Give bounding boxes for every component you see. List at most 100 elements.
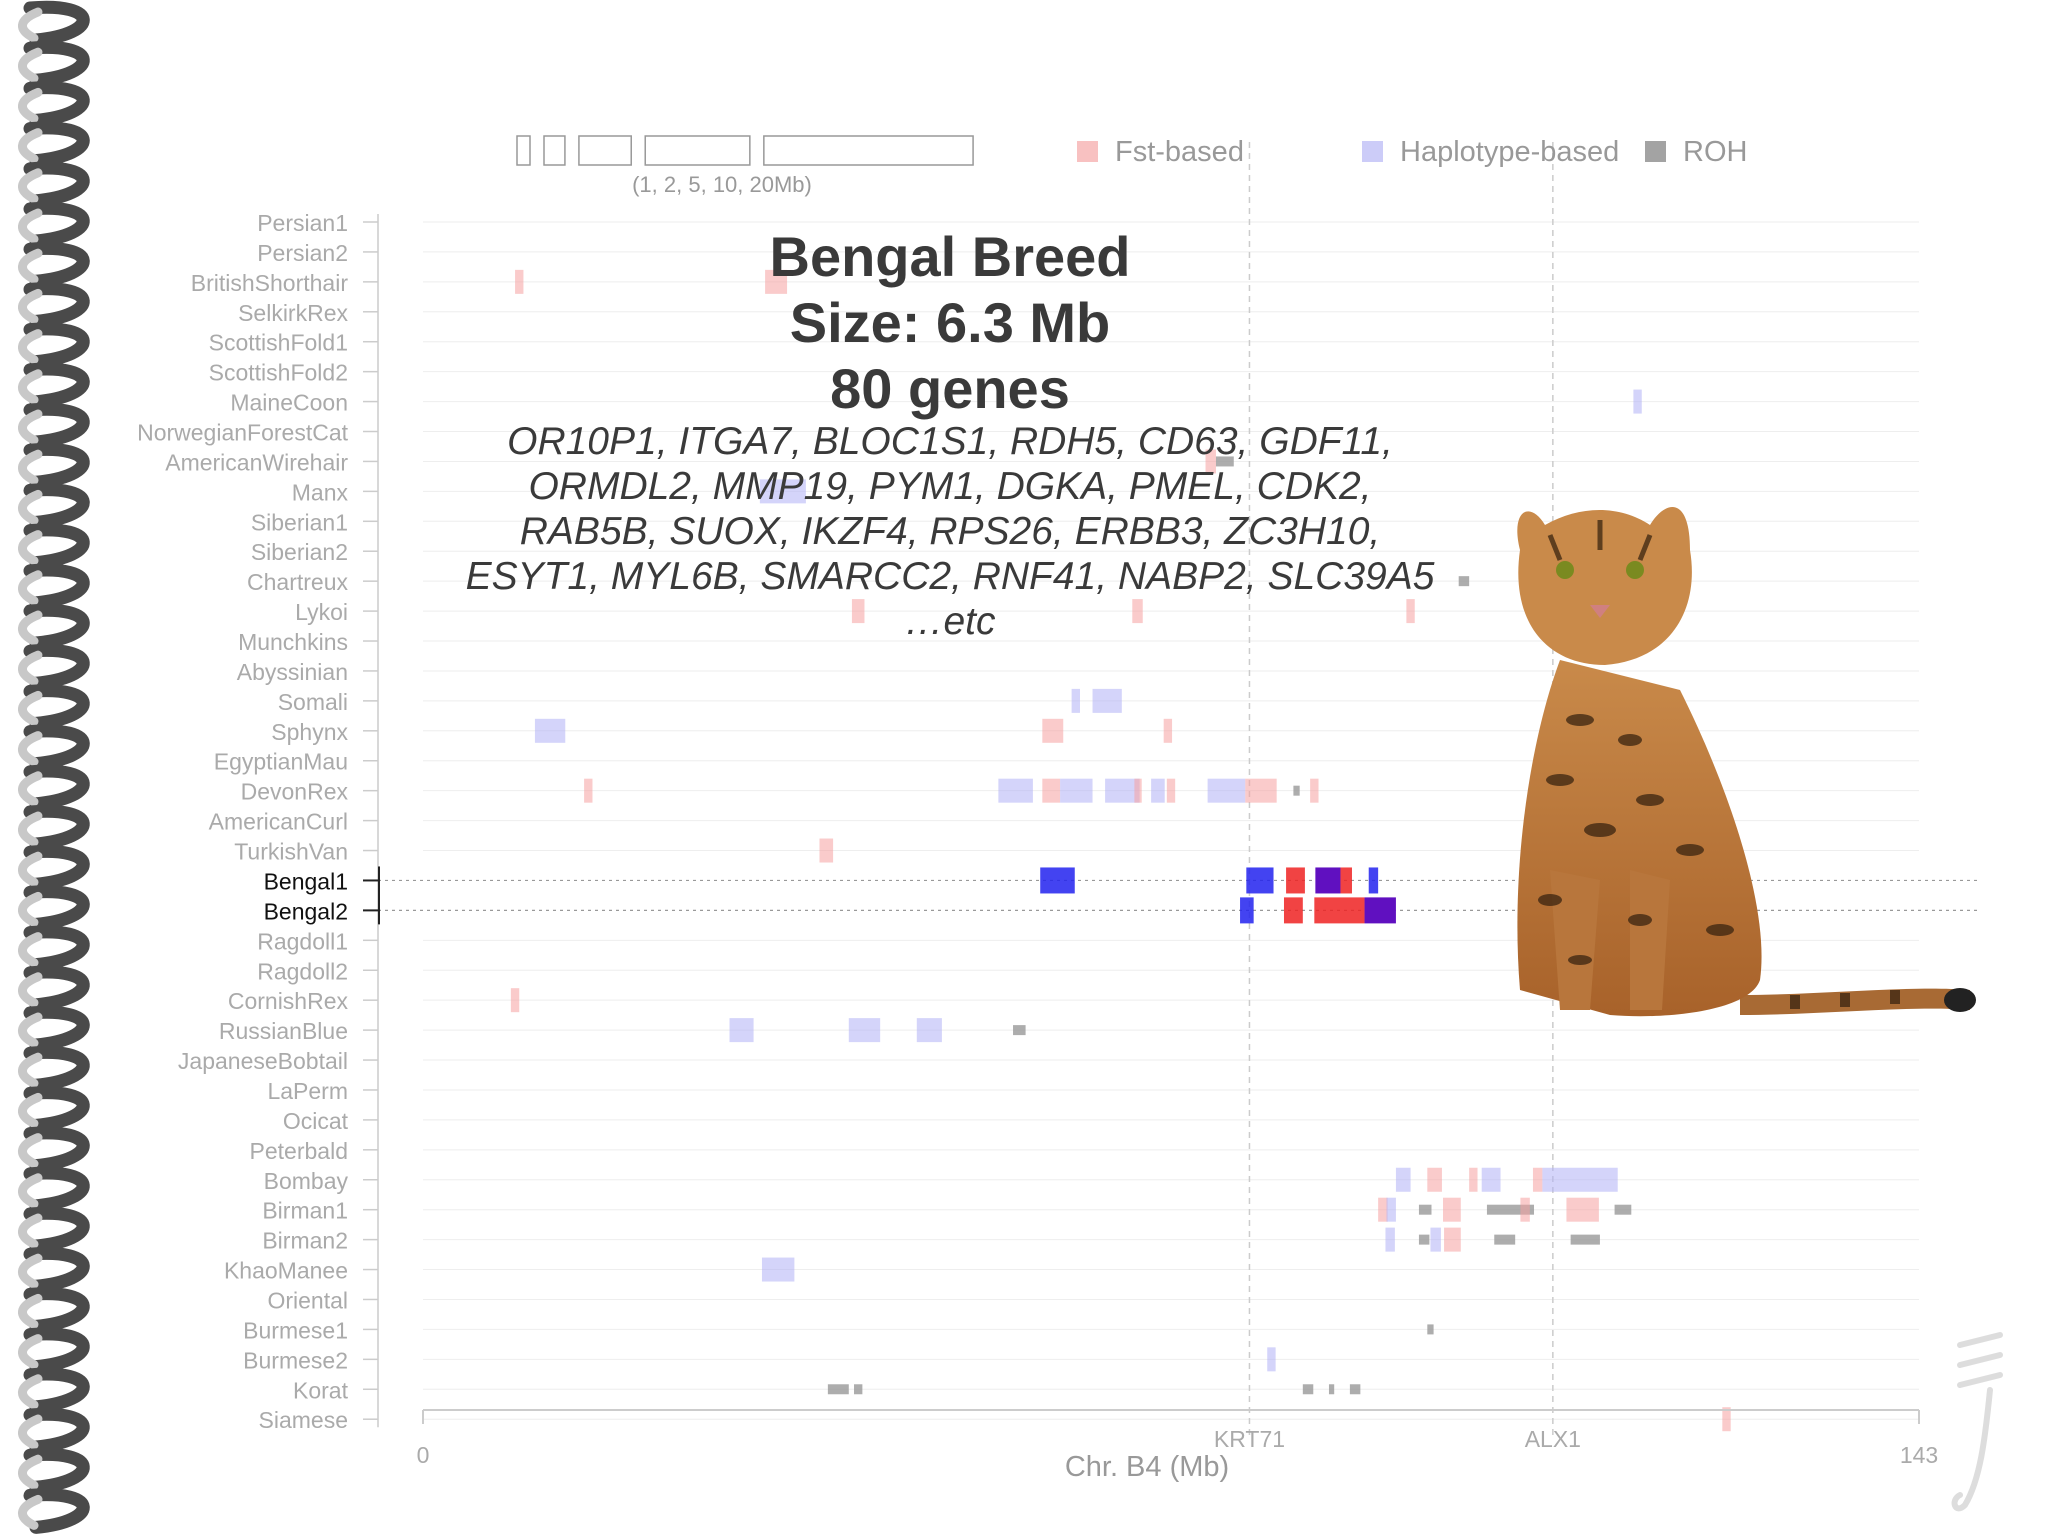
region-fst: [584, 778, 593, 803]
y-tick-label: SelkirkRex: [238, 300, 348, 326]
region-hap: [1542, 1167, 1618, 1192]
region-hap: [761, 1257, 795, 1282]
region-roh: [1494, 1234, 1516, 1245]
overlay-title: Bengal Breed: [769, 225, 1131, 288]
spiral-coil: [23, 0, 90, 47]
y-tick-label: ScottishFold1: [209, 330, 348, 356]
spiral-coil-back: [18, 288, 43, 324]
region-roh: [1458, 576, 1470, 587]
y-tick-label: Korat: [293, 1377, 349, 1403]
scale-bar-box: [578, 135, 632, 166]
spiral-coil: [23, 1166, 90, 1213]
spiral-coil-back: [18, 449, 43, 485]
region-hap: [1240, 897, 1254, 924]
region-roh: [1349, 1384, 1361, 1395]
region-fst: [1205, 449, 1216, 474]
legend: Fst-based Haplotype-based ROH: [1077, 136, 1747, 168]
region-hap: [1246, 867, 1274, 894]
y-axis: Persian1 Persian2 BritishShorthair SelkirkR…: [137, 210, 380, 1433]
bengal-cat-image: [1517, 507, 1976, 1017]
spiral-coil: [23, 563, 90, 610]
y-tick-label: DevonRex: [241, 779, 349, 805]
region-hap: [916, 1018, 942, 1043]
spiral-coil-back: [18, 47, 43, 83]
spiral-binding: [18, 0, 90, 1534]
spiral-coil-back: [18, 1494, 43, 1530]
spiral-coil-back: [18, 932, 43, 968]
region-roh: [1215, 456, 1234, 467]
spiral-coil: [23, 1005, 90, 1052]
spiral-coil-back: [18, 1374, 43, 1410]
legend-label: Fst-based: [1115, 136, 1244, 168]
gene-line-etc: …etc: [904, 600, 996, 643]
spiral-coil: [23, 603, 90, 650]
scale-bar-box: [644, 135, 751, 166]
spiral-coil-back: [18, 1173, 43, 1209]
y-tick-label: Ocicat: [283, 1108, 349, 1134]
spiral-coil-back: [18, 1414, 43, 1450]
spiral-coil: [23, 241, 90, 288]
region-hap: [1105, 778, 1140, 803]
spiral-coil-back: [18, 369, 43, 405]
region-fst: [1444, 1227, 1461, 1252]
region-hap: [998, 778, 1033, 803]
spiral-coil-back: [18, 1454, 43, 1490]
region-roh: [1302, 1384, 1314, 1395]
region-fst: [1163, 718, 1173, 743]
y-tick-label: Burmese2: [243, 1347, 348, 1373]
y-tick-label: Birman1: [262, 1198, 348, 1224]
region-fst: [1042, 718, 1064, 743]
region-fst: [1469, 1167, 1478, 1192]
gene-line: OR10P1, ITGA7, BLOC1S1, RDH5, CD63, GDF1…: [507, 420, 1393, 463]
spiral-coil: [23, 804, 90, 851]
spiral-coil-back: [18, 891, 43, 927]
spiral-coil-back: [18, 248, 43, 284]
spiral-coil-back: [18, 610, 43, 646]
spiral-coil-back: [18, 811, 43, 847]
region-hap: [729, 1018, 754, 1043]
y-tick-label: Burmese1: [243, 1317, 348, 1343]
region-hap: [848, 1018, 881, 1043]
spiral-coil-back: [18, 851, 43, 887]
spiral-coil: [23, 1287, 90, 1333]
spiral-coil: [23, 684, 90, 730]
spiral-coil: [23, 1086, 90, 1132]
region-hap: [1481, 1167, 1501, 1192]
spiral-coil: [23, 81, 90, 127]
y-tick-label: Bengal2: [264, 898, 348, 924]
y-tick-label: Peterbald: [250, 1138, 348, 1164]
y-tick-label: CornishRex: [228, 988, 349, 1014]
logo-watermark: [1951, 1332, 2003, 1512]
region-fst: [765, 269, 788, 294]
spiral-coil: [23, 1407, 90, 1454]
spiral-coil: [23, 121, 90, 168]
region-hap: [1207, 778, 1246, 803]
y-tick-label: Lykoi: [295, 599, 348, 625]
spiral-coil-back: [18, 1293, 43, 1329]
region-hap: [1151, 778, 1165, 803]
spiral-coil: [23, 844, 90, 891]
region-roh: [1418, 1204, 1432, 1215]
region-fst: [1566, 1197, 1599, 1222]
y-tick-label: Persian2: [257, 240, 348, 266]
scale-bar-label: (1, 2, 5, 10, 20Mb): [632, 172, 812, 197]
region-roh: [1486, 1204, 1535, 1215]
spiral-coil: [23, 362, 90, 409]
y-tick-label: Siberian1: [251, 509, 348, 535]
region-hap: [534, 718, 566, 743]
y-tick-label: Sphynx: [271, 719, 348, 745]
spiral-coil-back: [18, 128, 43, 164]
region-roh: [827, 1384, 849, 1395]
y-tick-label: Munchkins: [238, 629, 348, 655]
spiral-coil: [23, 442, 90, 489]
y-tick-label: Oriental: [267, 1287, 348, 1313]
spiral-coil-back: [18, 570, 43, 606]
spiral-coil: [23, 523, 90, 570]
region-hap: [1040, 867, 1075, 894]
spiral-coil: [23, 1206, 90, 1253]
spiral-coil: [23, 1447, 90, 1494]
region-roh: [1570, 1234, 1600, 1245]
legend-swatch: [1362, 141, 1383, 162]
region-hap: [1267, 1347, 1276, 1372]
legend-swatch: [1645, 141, 1666, 162]
